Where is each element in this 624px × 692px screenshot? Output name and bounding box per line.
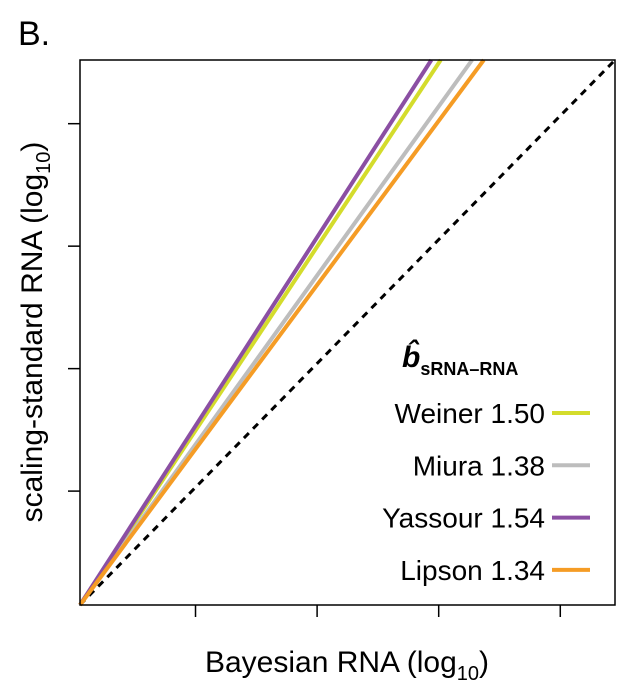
x-axis-label: Bayesian RNA (log10) — [205, 646, 489, 685]
y-label-text: scaling-standard RNA (log — [16, 174, 49, 523]
identity-line — [78, 58, 617, 607]
x-label-subscript: 10 — [457, 663, 479, 685]
legend-label: Miura 1.38 — [413, 450, 545, 481]
legend-title-main: b̂ — [402, 340, 420, 374]
legend-label: Yassour 1.54 — [382, 503, 545, 534]
series-line — [78, 58, 486, 607]
legend-value: 1.50 — [491, 398, 546, 429]
y-label-subscript: 10 — [33, 152, 55, 174]
legend-value: 1.34 — [491, 555, 546, 586]
x-label-end: ) — [479, 646, 489, 679]
series-line — [78, 58, 434, 607]
legend-name: Miura — [413, 450, 483, 481]
panel-label: B. — [18, 15, 50, 53]
legend-value: 1.54 — [491, 503, 546, 534]
legend-value: 1.38 — [491, 450, 546, 481]
y-axis-label: scaling-standard RNA (log10) — [16, 142, 55, 523]
x-label-text: Bayesian RNA (log — [205, 646, 457, 679]
legend-label: Lipson 1.34 — [400, 555, 545, 586]
legend-name: Lipson — [400, 555, 483, 586]
y-label-end: ) — [16, 142, 49, 152]
legend-name: Yassour — [382, 503, 483, 534]
legend-label: Weiner 1.50 — [395, 398, 545, 429]
legend-name: Weiner — [395, 398, 483, 429]
plot-frame — [79, 59, 616, 606]
legend-title-subscript: sRNA–RNA — [420, 359, 518, 379]
legend-title: b̂sRNA–RNA — [402, 340, 518, 379]
